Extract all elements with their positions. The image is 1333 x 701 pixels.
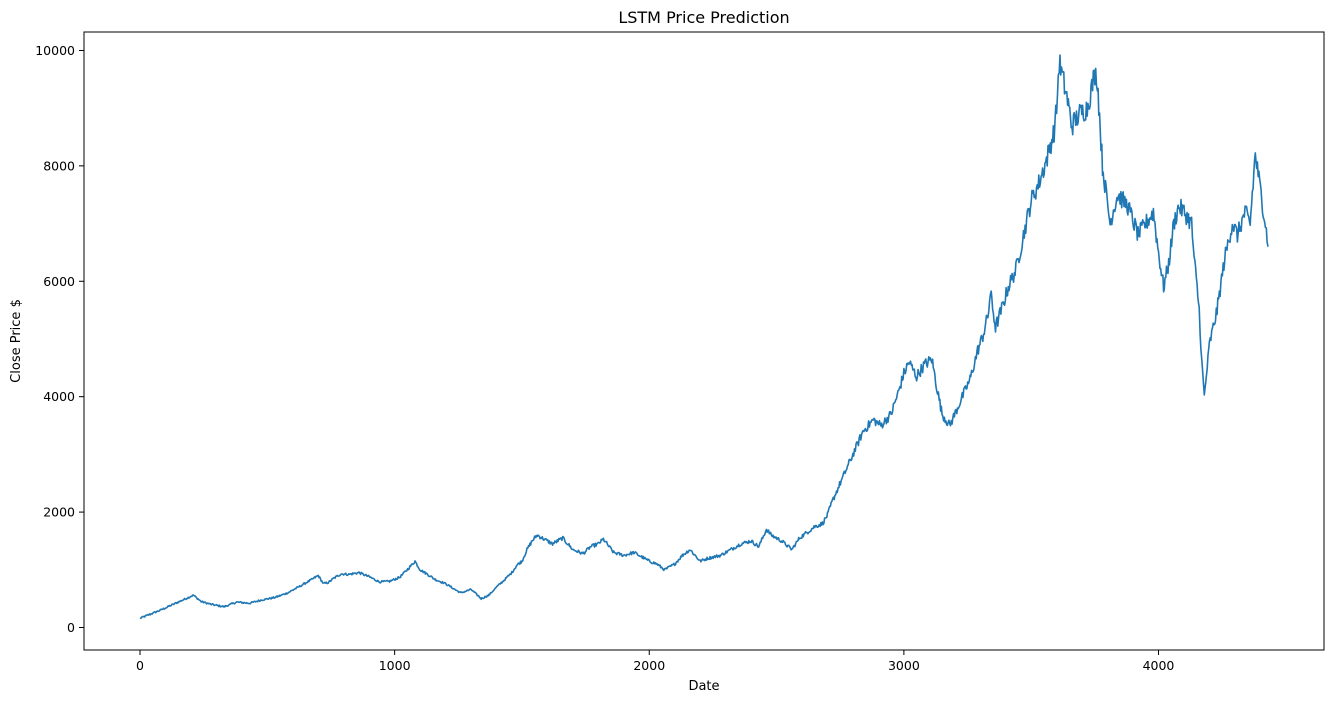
ticks-layer: 0 1000 2000 3000 4000 0 2000 4000 6000 8000 10000 bbox=[35, 43, 1174, 673]
x-tick-label: 4000 bbox=[1143, 658, 1175, 673]
y-tick-label: 4000 bbox=[43, 389, 75, 404]
y-tick-label: 0 bbox=[67, 620, 75, 635]
y-tick-label: 2000 bbox=[43, 505, 75, 520]
y-tick-label: 8000 bbox=[43, 158, 75, 173]
y-axis-label: Close Price $ bbox=[9, 299, 24, 383]
x-tick-label: 0 bbox=[136, 658, 144, 673]
x-axis-label: Date bbox=[688, 679, 719, 694]
x-tick-label: 2000 bbox=[633, 658, 665, 673]
chart-title: LSTM Price Prediction bbox=[618, 8, 789, 27]
x-tick-label: 3000 bbox=[888, 658, 920, 673]
x-tick-label: 1000 bbox=[379, 658, 411, 673]
series-line-close bbox=[139, 54, 1269, 620]
axes-frame bbox=[83, 31, 1325, 651]
y-tick-label: 6000 bbox=[43, 274, 75, 289]
y-tick-label: 10000 bbox=[35, 43, 75, 58]
